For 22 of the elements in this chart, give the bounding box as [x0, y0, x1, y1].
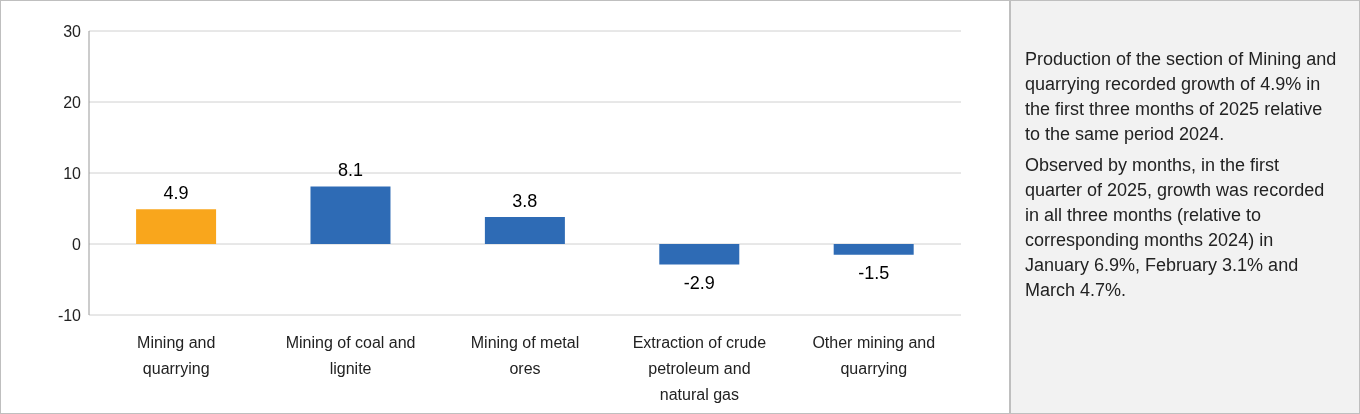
data-label: -1.5 — [858, 262, 890, 283]
bar — [136, 209, 217, 244]
bar — [484, 217, 565, 244]
bar — [310, 186, 391, 244]
y-tick-label: 10 — [63, 164, 82, 182]
bar — [833, 244, 914, 255]
y-tick-label: 30 — [63, 22, 82, 40]
y-tick-label: 0 — [72, 235, 82, 253]
x-tick-label: Extraction of crude petroleum and natural gas — [632, 334, 767, 404]
y-tick-label: -10 — [57, 306, 82, 324]
data-label: 3.8 — [512, 191, 538, 212]
x-tick-label: Mining and quarrying — [137, 334, 216, 378]
y-tick-label: 20 — [63, 93, 82, 111]
data-label: -2.9 — [683, 272, 715, 293]
data-label: 4.9 — [163, 183, 189, 204]
data-label: 8.1 — [337, 160, 363, 181]
text: Observed by months, in the first quarter of 2025, growth was recorded in all three months (relative to corresponding months 2024) in January 6.9%, February 3.1% and March 4.7%. — [1025, 154, 1326, 302]
x-tick-label: Mining of metal ores — [470, 334, 580, 378]
bar — [659, 244, 740, 265]
x-tick-label: Mining of coal and lignite — [285, 334, 416, 378]
text: Production of the section of Mining and quarrying recorded growth of 4.9% in the first three months of 2025 relative to the same period 2024. — [1025, 48, 1338, 146]
x-tick-label: Other mining and quarrying — [812, 334, 936, 378]
